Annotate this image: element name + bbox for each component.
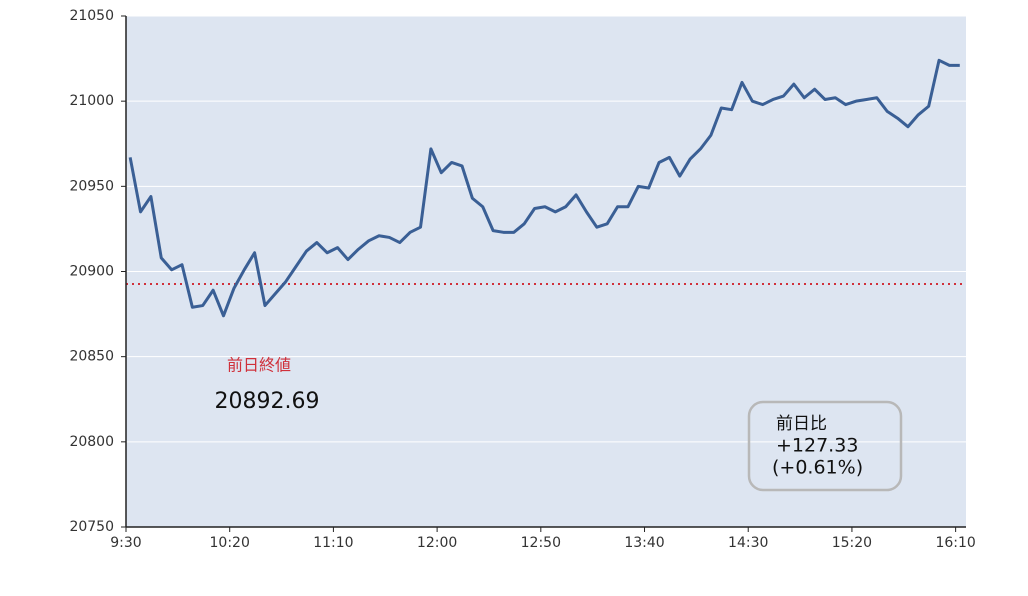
x-tick-label: 9:30	[110, 535, 141, 551]
x-tick-label: 12:00	[417, 535, 457, 551]
reference-label: 前日終値	[227, 356, 291, 375]
reference-value: 20892.69	[215, 389, 320, 414]
y-tick-label: 20950	[69, 178, 114, 194]
change-title: 前日比	[776, 414, 827, 434]
x-tick-label: 12:50	[521, 535, 561, 551]
y-tick-label: 20750	[69, 519, 114, 535]
x-tick-label: 11:10	[313, 535, 353, 551]
change-value: +127.33	[776, 435, 858, 457]
change-percent: (+0.61%)	[772, 457, 863, 479]
price-line	[128, 58, 960, 318]
change-box	[747, 400, 903, 492]
y-tick-label: 20850	[69, 349, 114, 365]
x-tick-label: 10:20	[210, 535, 250, 551]
marks: 前日終値 20892.69	[126, 58, 966, 414]
x-tick-label: 14:30	[728, 535, 768, 551]
x-tick-label: 16:10	[935, 535, 975, 551]
y-tick-label: 21050	[69, 8, 114, 24]
y-tick-label: 21000	[69, 93, 114, 109]
y-tick-label: 20900	[69, 264, 114, 280]
x-tick-label: 15:20	[832, 535, 872, 551]
y-tick-label: 20800	[69, 434, 114, 450]
x-tick-label: 13:40	[624, 535, 664, 551]
